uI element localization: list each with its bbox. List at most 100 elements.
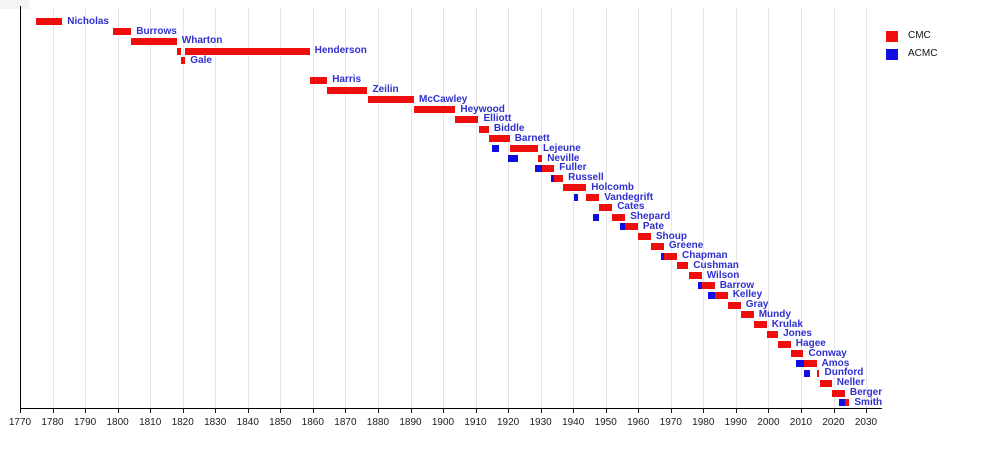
x-tick-label-1860: 1860 [301, 417, 324, 428]
x-tick-1900 [443, 408, 444, 413]
x-tick-1830 [215, 408, 217, 413]
x-tick-2010 [800, 408, 802, 413]
cmc-bar [727, 301, 741, 309]
cmc-bar [36, 18, 63, 26]
x-tick-2030 [866, 408, 867, 413]
x-tick-1870 [345, 408, 347, 413]
person-label: Shoup [655, 230, 687, 242]
gridline-1970 [670, 8, 672, 408]
person-label: Chapman [682, 250, 728, 262]
x-tick-label-1900: 1900 [431, 417, 455, 428]
gridline-1810 [150, 8, 152, 408]
cmc-bar [131, 37, 177, 45]
cmc-bar [651, 242, 664, 250]
person-label: Henderson [314, 45, 367, 56]
acmc-bar [535, 164, 543, 172]
person-label: Neller [836, 377, 865, 389]
gridline-1850 [280, 8, 282, 408]
x-tick-1940 [573, 408, 575, 413]
acmc-bar [803, 369, 811, 377]
x-tick-1850 [280, 408, 282, 413]
cmc-bar [778, 340, 791, 348]
gridline-2020 [833, 8, 835, 408]
acmc-bar [592, 213, 600, 221]
gridline-1840 [247, 8, 249, 408]
cmc-bar [509, 145, 538, 153]
x-tick-label-2030: 2030 [854, 417, 878, 428]
cmc-bar [664, 252, 677, 260]
acmc-bar [708, 291, 715, 299]
x-tick-1810 [150, 408, 152, 413]
acmc-bar [620, 223, 626, 231]
person-label: Jones [783, 328, 812, 340]
person-label: Neville [547, 152, 580, 164]
x-tick-label-1840: 1840 [236, 417, 259, 428]
gridline-1930 [540, 8, 542, 408]
legend-item-cmc: CMC [886, 30, 937, 42]
person-label: Harris [332, 74, 362, 86]
acmc-color-swatch [886, 48, 898, 60]
x-tick-1990 [735, 408, 737, 413]
x-tick-label-1950: 1950 [594, 417, 617, 428]
person-label: Pate [642, 220, 665, 232]
person-label: Krulak [771, 318, 803, 330]
x-tick-label-1930: 1930 [529, 417, 552, 428]
x-tick-1780 [52, 408, 54, 413]
person-label: Berger [849, 387, 883, 398]
cmc-bar [586, 194, 600, 202]
person-label: Dunford [824, 367, 864, 379]
x-tick-label-2010: 2010 [789, 417, 813, 428]
person-label: Wharton [181, 35, 223, 47]
person-label: Kelley [732, 289, 763, 301]
x-tick-1910 [475, 408, 477, 413]
person-label: Barrow [719, 279, 755, 291]
cmc-bar [309, 76, 328, 84]
gridline-1790 [85, 8, 87, 408]
y-axis-line [20, 6, 21, 408]
cmc-bar [185, 47, 310, 55]
person-label: Wilson [706, 269, 740, 281]
acmc-bar [839, 399, 845, 407]
legend-item-acmc: ACMC [886, 48, 937, 60]
x-tick-1970 [670, 408, 672, 413]
gridline-1960 [638, 8, 640, 408]
x-tick-label-1870: 1870 [334, 417, 357, 428]
person-label: Gray [745, 299, 769, 310]
acmc-bar [508, 155, 519, 162]
person-label: Russell [568, 172, 604, 183]
cmc-bar [766, 330, 779, 338]
x-tick-label-1790: 1790 [73, 417, 97, 428]
cmc-bar [803, 360, 817, 368]
person-label: Cates [617, 201, 645, 213]
cmc-bar [688, 272, 702, 280]
x-tick-label-1990: 1990 [724, 417, 747, 428]
legend: CMC ACMC [886, 30, 937, 66]
cmc-bar [677, 262, 689, 270]
x-tick-label-2020: 2020 [822, 417, 845, 428]
acmc-bar [573, 194, 578, 202]
person-label: Fuller [559, 162, 587, 174]
x-tick-label-1780: 1780 [41, 417, 64, 428]
x-tick-label-1890: 1890 [399, 417, 422, 428]
cmc-bar [831, 389, 845, 397]
cmc-bar [701, 282, 715, 289]
cmc-bar [367, 96, 414, 104]
person-label: Lejeune [543, 142, 581, 154]
gridline-2010 [800, 8, 802, 408]
cmc-bar [740, 311, 754, 319]
x-tick-1980 [703, 408, 705, 413]
legend-label-acmc: ACMC [908, 48, 938, 59]
x-tick-label-1770: 1770 [8, 417, 32, 428]
gridline-2030 [866, 8, 867, 408]
x-tick-1890 [410, 408, 412, 413]
person-label: Smith [854, 396, 883, 408]
x-tick-label-1940: 1940 [562, 417, 585, 428]
gridline-1860 [312, 8, 314, 408]
person-label: Biddle [493, 123, 525, 135]
gridline-1800 [117, 8, 119, 408]
person-label: Hagee [795, 338, 826, 350]
person-label: Nicholas [67, 15, 109, 27]
person-label: Zeilin [372, 84, 399, 96]
person-label: Shepard [630, 211, 671, 223]
